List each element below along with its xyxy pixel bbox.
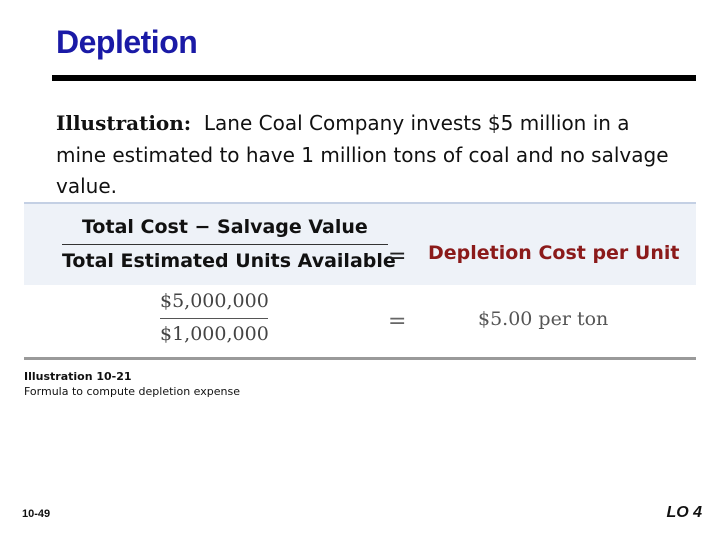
formula-denominator: Total Estimated Units Available <box>62 250 396 272</box>
page-number: 10-49 <box>22 508 51 520</box>
formula-equals-sign: = <box>388 244 407 269</box>
formula-band: Total Cost − Salvage Value Total Estimat… <box>24 202 696 285</box>
illustration-caption: Illustration 10-21 Formula to compute de… <box>24 369 244 399</box>
caption-text: Formula to compute depletion expense <box>24 385 240 398</box>
slide-title: Depletion <box>56 24 198 60</box>
calc-denominator: $1,000,000 <box>160 323 269 345</box>
title-divider <box>52 75 696 81</box>
formula-result: Depletion Cost per Unit <box>428 242 680 264</box>
illustration-text: Lane Coal Company invests $5 million in … <box>56 111 669 198</box>
calc-fraction-bar <box>160 318 268 319</box>
caption-heading: Illustration 10-21 <box>24 370 132 383</box>
calc-numerator: $5,000,000 <box>160 290 269 312</box>
formula-bottom-divider <box>24 357 696 360</box>
illustration-paragraph: Illustration: Lane Coal Company invests … <box>56 108 676 203</box>
learning-objective: LO 4 <box>666 504 702 521</box>
illustration-lead: Illustration: <box>56 111 192 135</box>
formula-fraction-bar <box>62 244 388 245</box>
calc-result: $5.00 per ton <box>478 308 609 330</box>
formula-numerator: Total Cost − Salvage Value <box>82 216 368 238</box>
calc-equals-sign: = <box>388 309 407 334</box>
